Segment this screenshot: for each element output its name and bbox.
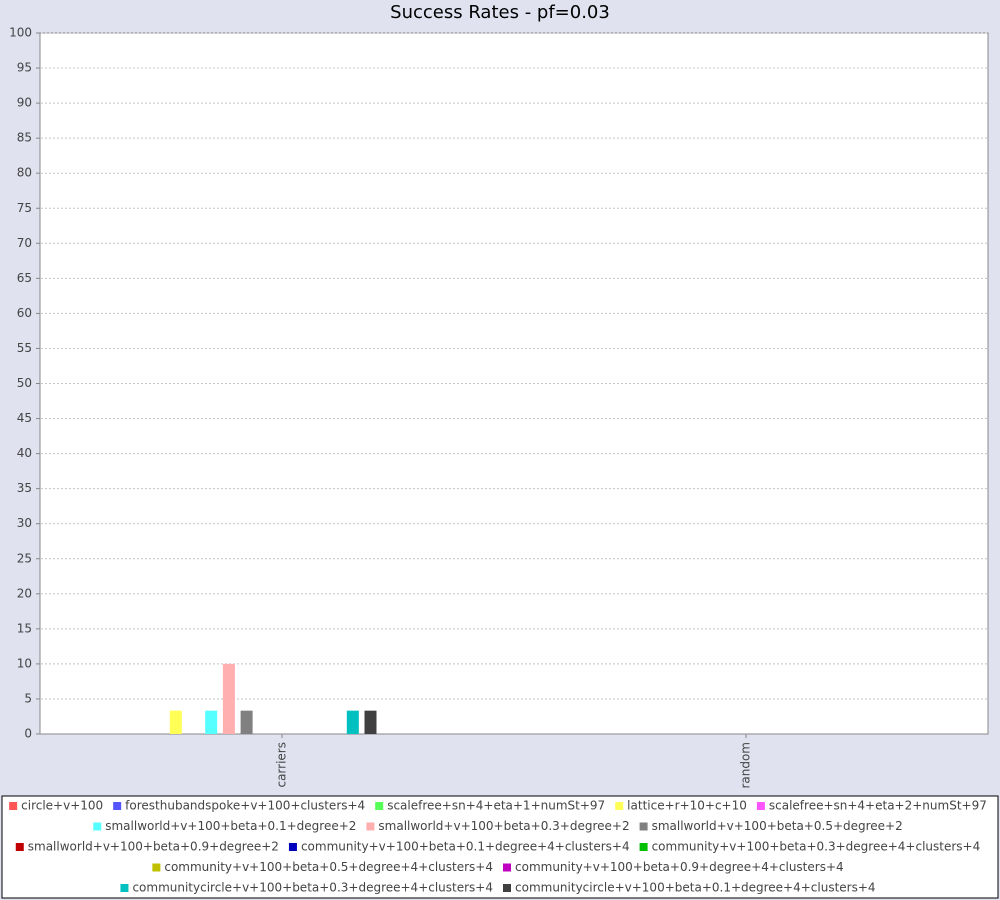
bar [346,710,359,734]
y-tick-label: 0 [24,727,32,741]
legend-label: lattice+r+10+c+10 [627,799,747,813]
x-tick-label: random [739,742,753,789]
y-tick-label: 65 [17,271,32,285]
legend-label: smallworld+v+100+beta+0.9+degree+2 [28,840,279,854]
x-tick-label: carriers [275,742,289,788]
legend-swatch [152,863,161,872]
legend [1,795,999,899]
y-tick-label: 35 [17,481,32,495]
legend-swatch [366,822,375,831]
legend-label: community+v+100+beta+0.3+degree+4+cluste… [652,840,981,854]
y-tick-label: 20 [17,586,32,600]
legend-label: community+v+100+beta+0.9+degree+4+cluste… [515,860,844,874]
legend-label: communitycircle+v+100+beta+0.3+degree+4+… [132,881,493,895]
y-tick-label: 95 [17,61,32,75]
legend-label: scalefree+sn+4+eta+2+numSt+97 [769,799,987,813]
y-tick-label: 45 [17,411,32,425]
legend-label: smallworld+v+100+beta+0.3+degree+2 [378,819,629,833]
legend-label: smallworld+v+100+beta+0.5+degree+2 [652,819,903,833]
legend-swatch [503,884,511,892]
legend-swatch [120,884,129,892]
legend-swatch [615,802,624,810]
legend-label: scalefree+sn+4+eta+1+numSt+97 [387,799,605,813]
y-tick-label: 100 [9,26,32,40]
y-tick-label: 70 [17,236,32,250]
legend-swatch [756,802,765,810]
y-tick-label: 10 [17,656,32,670]
legend-swatch [93,822,102,831]
legend-label: communitycircle+v+100+beta+0.1+degree+4+… [515,881,876,895]
bar [240,710,253,734]
y-tick-label: 15 [17,621,32,635]
legend-swatch [375,802,384,810]
bar [205,710,218,734]
legend-swatch [639,843,648,851]
legend-label: foresthubandspoke+v+100+clusters+4 [125,799,365,813]
y-tick-label: 40 [17,446,32,460]
bar [169,710,182,734]
legend-swatch [288,843,297,851]
bar [222,663,235,734]
y-tick-label: 85 [17,131,32,145]
y-tick-label: 75 [17,201,32,215]
legend-swatch [9,802,18,810]
legend-label: community+v+100+beta+0.1+degree+4+cluste… [301,840,630,854]
y-tick-label: 30 [17,516,32,530]
y-tick-label: 90 [17,96,32,110]
legend-swatch [15,843,24,851]
chart-title: Success Rates - pf=0.03 [390,2,610,23]
legend-swatch [639,822,648,831]
legend-label: smallworld+v+100+beta+0.1+degree+2 [105,819,356,833]
y-tick-label: 80 [17,166,32,180]
y-tick-label: 50 [17,376,32,390]
y-tick-label: 5 [24,691,32,705]
y-tick-label: 55 [17,341,32,355]
legend-swatch [503,863,511,872]
legend-label: community+v+100+beta+0.5+degree+4+cluste… [164,860,493,874]
legend-label: circle+v+100 [21,799,103,813]
bar [364,710,377,734]
legend-swatch [113,802,122,810]
y-tick-label: 60 [17,306,32,320]
y-tick-label: 25 [17,551,32,565]
